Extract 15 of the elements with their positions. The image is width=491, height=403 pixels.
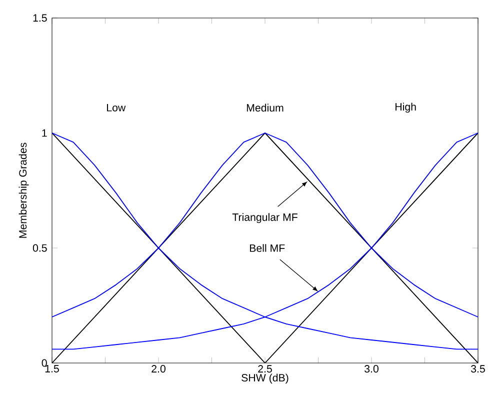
y-tick-label: 0 <box>42 359 47 367</box>
x-tick-label: 3.5 <box>471 365 485 373</box>
y-tick-label: 0.5 <box>32 244 47 252</box>
annotation: Bell MF <box>250 244 285 252</box>
annotation: High <box>396 102 416 113</box>
y-axis-title: Membership Grades <box>18 142 29 238</box>
y-tick-label: 1.5 <box>33 14 47 22</box>
y-tick-label: 1 <box>42 129 47 137</box>
annotation: Low <box>107 104 126 112</box>
annotation: Triangular MF <box>232 213 298 224</box>
x-axis-title: SHW (dB) <box>242 374 288 384</box>
annotation: Medium <box>246 104 284 112</box>
x-tick-label: 3.0 <box>364 365 378 373</box>
x-tick-label: 2.0 <box>152 365 166 373</box>
x-tick-label: 2.5 <box>258 365 272 373</box>
